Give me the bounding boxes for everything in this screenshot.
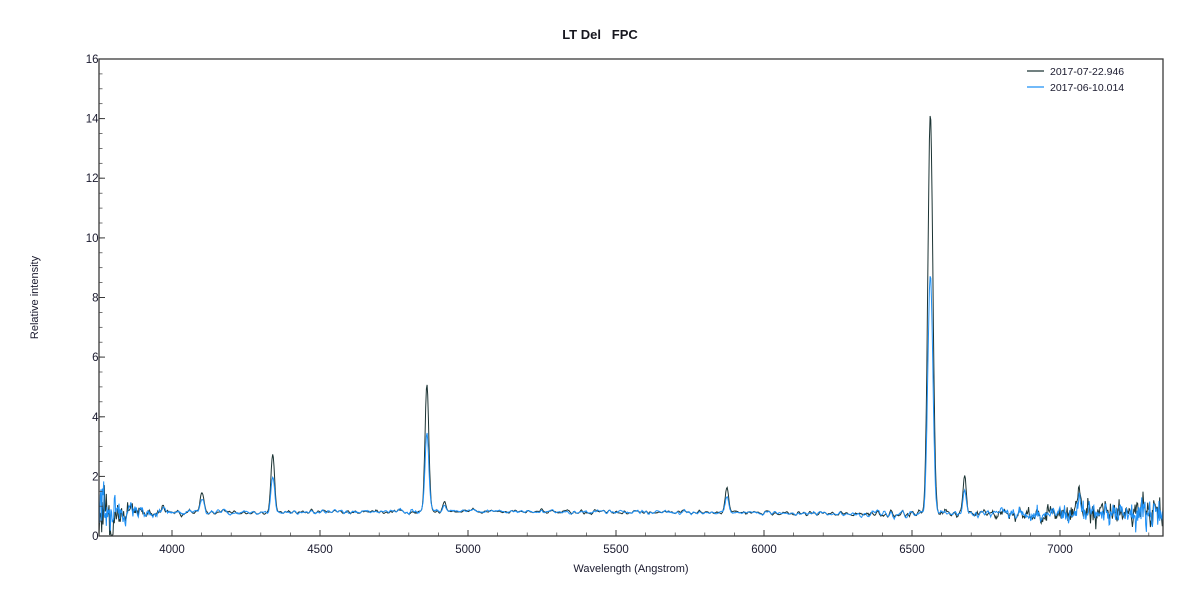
svg-text:10: 10 [86,233,99,245]
svg-text:4: 4 [92,412,99,424]
svg-text:6500: 6500 [899,544,925,556]
svg-text:16: 16 [86,54,99,66]
svg-text:Wavelength (Angstrom): Wavelength (Angstrom) [573,563,688,575]
svg-text:LT Del FPC: LT Del FPC [562,27,638,42]
svg-text:4500: 4500 [307,544,333,556]
svg-text:2017-06-10.014: 2017-06-10.014 [1050,82,1124,94]
svg-text:2017-07-22.946: 2017-07-22.946 [1050,66,1124,78]
svg-text:6: 6 [92,352,98,364]
svg-text:14: 14 [86,114,99,126]
svg-text:5500: 5500 [603,544,629,556]
svg-text:6000: 6000 [751,544,777,556]
svg-text:7000: 7000 [1047,544,1073,556]
svg-text:5000: 5000 [455,544,481,556]
svg-text:Relative intensity: Relative intensity [29,255,41,339]
svg-text:12: 12 [86,173,99,185]
svg-text:2: 2 [92,471,98,483]
svg-text:0: 0 [92,531,98,543]
svg-text:8: 8 [92,293,98,305]
svg-text:4000: 4000 [159,544,185,556]
